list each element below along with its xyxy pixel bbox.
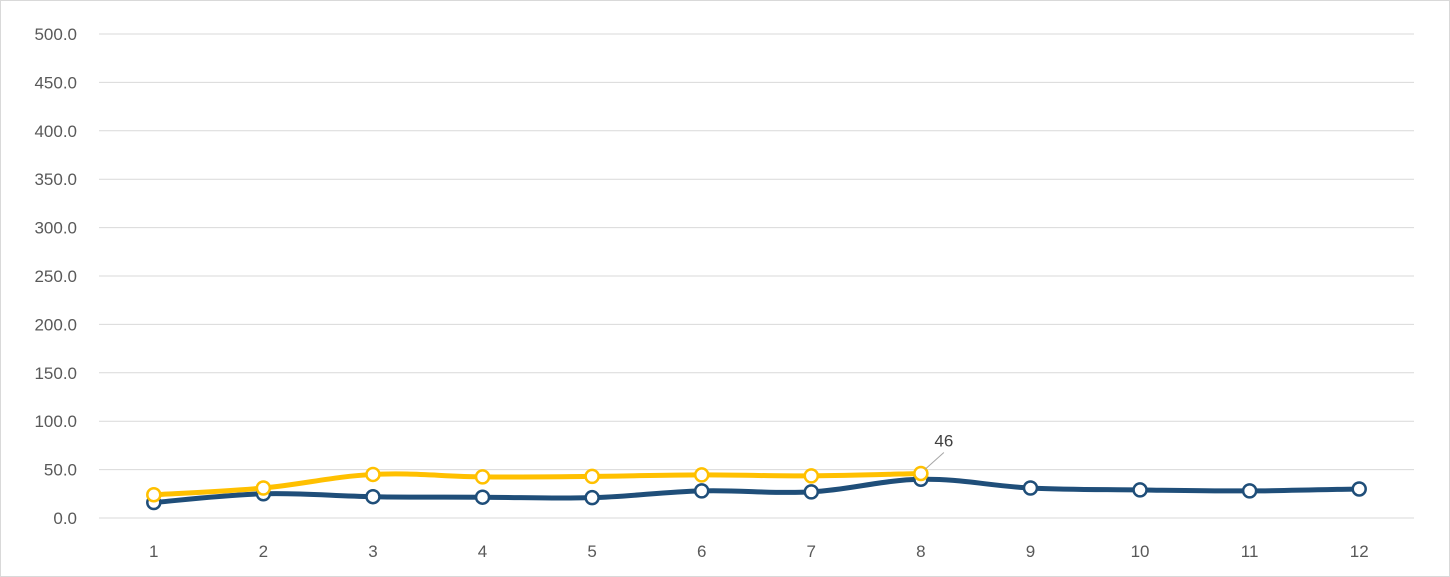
data-point-series-2 (584, 468, 600, 485)
data-point-series-2 (146, 487, 162, 503)
data-label: 46 (934, 431, 953, 450)
x-tick-label: 9 (1026, 542, 1035, 561)
x-tick-label: 5 (587, 542, 596, 561)
data-labels: 46 (924, 431, 953, 470)
y-tick-label: 300.0 (34, 219, 77, 238)
data-point-series-1 (1241, 483, 1258, 499)
x-tick-label: 6 (697, 542, 706, 561)
y-tick-label: 450.0 (34, 73, 77, 92)
x-tick-label: 2 (259, 542, 268, 561)
y-tick-label: 50.0 (44, 461, 77, 480)
data-point-series-1 (1022, 480, 1039, 496)
x-tick-label: 10 (1131, 542, 1150, 561)
series-line-2 (151, 470, 924, 498)
data-point-series-2 (255, 480, 272, 496)
y-tick-label: 150.0 (34, 364, 77, 383)
x-tick-label: 11 (1241, 542, 1259, 561)
data-point-series-2 (693, 467, 710, 483)
data-point-series-2 (474, 469, 491, 485)
gridlines (99, 33, 1414, 519)
y-tick-label: 100.0 (34, 412, 77, 431)
y-tick-label: 500.0 (34, 25, 77, 44)
data-label-leader (924, 452, 945, 470)
series-markers (146, 465, 1367, 511)
y-tick-label: 200.0 (34, 315, 77, 334)
data-point-series-1 (693, 483, 710, 499)
data-point-series-1 (803, 484, 820, 500)
x-tick-label: 7 (807, 542, 816, 561)
data-point-series-1 (1351, 481, 1367, 497)
data-point-series-1 (1132, 482, 1148, 498)
data-point-series-1 (584, 489, 600, 506)
y-tick-label: 350.0 (34, 170, 77, 189)
data-point-series-1 (474, 489, 491, 505)
series-line-1 (151, 476, 1362, 506)
data-point-series-2 (365, 466, 381, 483)
x-tick-label: 1 (149, 542, 158, 561)
data-point-series-2 (803, 468, 820, 484)
data-point-series-2 (913, 465, 929, 482)
x-tick-label: 12 (1350, 542, 1369, 561)
x-tick-label: 3 (368, 542, 377, 561)
x-tick-label: 4 (478, 542, 487, 561)
data-point-series-1 (365, 488, 381, 505)
y-tick-label: 0.0 (53, 509, 77, 528)
axis-labels: 0.0 50.0 100.0 150.0 200.0 250.0 300.0 350.0 400… (34, 25, 1368, 561)
y-tick-label: 250.0 (34, 267, 77, 286)
y-tick-label: 400.0 (34, 122, 77, 141)
x-tick-label: 8 (916, 542, 925, 561)
series-lines (151, 470, 1362, 506)
